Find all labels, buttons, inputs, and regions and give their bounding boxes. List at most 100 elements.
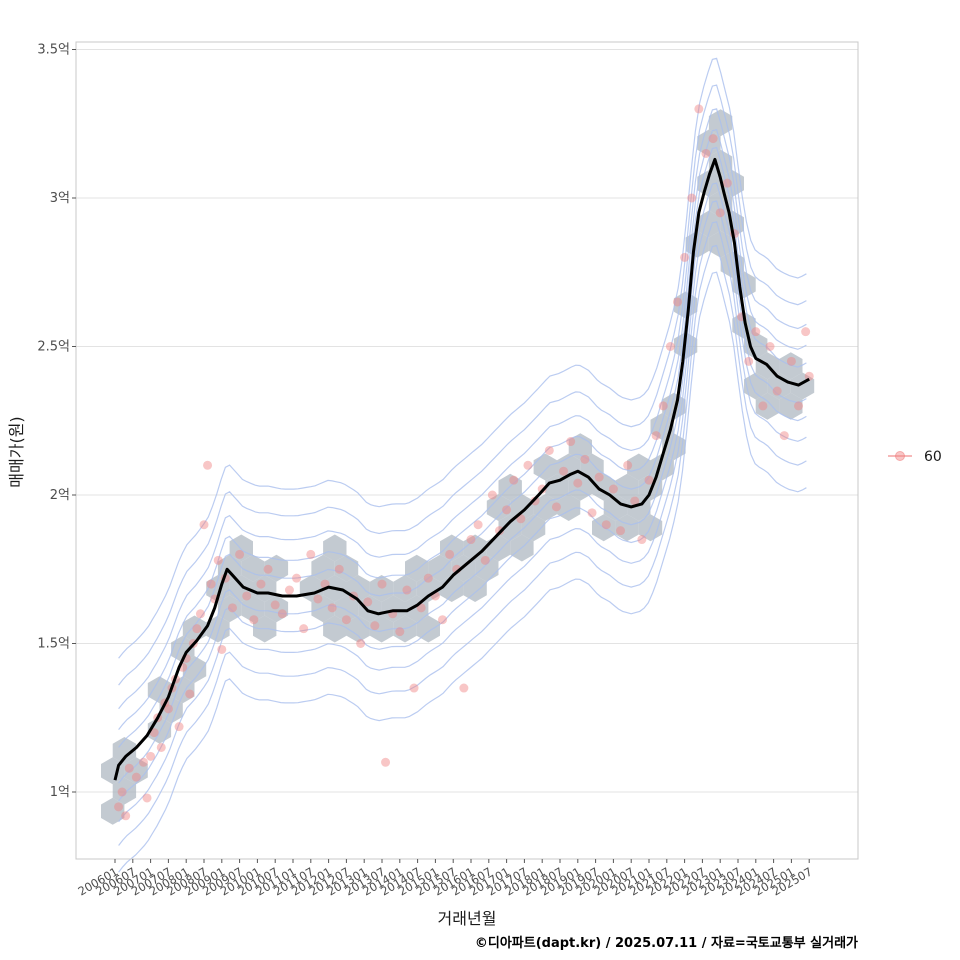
data-point-41 <box>313 594 323 604</box>
data-point-79 <box>580 454 590 464</box>
hexbin-72 <box>416 575 440 602</box>
contour-line-8 <box>118 84 807 686</box>
contour-line-2 <box>118 221 807 823</box>
data-point-110 <box>801 327 811 337</box>
data-point-27 <box>217 644 227 654</box>
data-point-88 <box>644 475 654 485</box>
data-point-78 <box>573 478 583 488</box>
data-point-103 <box>751 327 761 337</box>
data-point-0 <box>114 802 124 812</box>
hexbin-100 <box>112 777 137 805</box>
data-point-20 <box>192 624 202 634</box>
hexbin-52 <box>463 534 487 562</box>
caption: ©디아파트(dapt.kr) / 2025.07.11 / 자료=국토교통부 실… <box>475 935 858 951</box>
hexbin-51 <box>440 534 464 562</box>
contour-line-9 <box>118 57 807 659</box>
hexbin-17 <box>779 352 803 380</box>
data-point-93 <box>680 252 690 262</box>
hexbin-36 <box>615 473 639 501</box>
data-point-91 <box>665 342 675 351</box>
data-point-111 <box>804 371 814 381</box>
contour-line-1 <box>118 244 807 846</box>
legend-point-key <box>895 451 905 461</box>
data-point-15 <box>174 722 184 732</box>
data-point-60 <box>445 549 455 559</box>
data-point-2 <box>121 811 131 821</box>
y-tick-label-4: 3억 <box>50 191 70 206</box>
hexbin-65 <box>229 575 253 602</box>
data-point-35 <box>270 600 280 610</box>
data-point-32 <box>249 615 259 625</box>
data-point-65 <box>480 555 490 565</box>
hexbin-88 <box>369 615 394 643</box>
data-point-31 <box>242 591 252 601</box>
hexbin-23 <box>779 392 803 420</box>
data-point-36 <box>277 609 287 619</box>
hexbin-71 <box>393 575 417 602</box>
data-point-62 <box>459 683 469 693</box>
hexbin-94 <box>171 676 195 704</box>
hexbin-30 <box>627 453 651 481</box>
data-point-51 <box>381 757 391 767</box>
contour-line-7 <box>118 108 807 710</box>
hexbin-57 <box>264 554 289 582</box>
data-point-38 <box>292 573 302 583</box>
y-tick-label-5: 3.5억 <box>37 43 70 58</box>
hexbin-93 <box>147 676 172 704</box>
data-point-81 <box>594 472 604 482</box>
data-point-8 <box>149 728 159 738</box>
hexbin-87 <box>346 615 370 643</box>
contour-line-3 <box>118 200 807 802</box>
y-axis-title: 매매가(원) <box>7 416 26 487</box>
data-point-40 <box>306 549 316 559</box>
data-point-94 <box>687 193 697 203</box>
data-point-22 <box>199 520 209 530</box>
data-point-99 <box>722 178 732 188</box>
data-point-108 <box>786 356 796 366</box>
data-point-53 <box>395 627 405 637</box>
data-point-84 <box>616 526 626 536</box>
hexbin-97 <box>112 737 137 764</box>
data-point-10 <box>156 742 166 752</box>
data-point-80 <box>587 508 597 518</box>
hexbin-78 <box>311 595 335 623</box>
x-axis-title: 거래년월 <box>438 909 497 928</box>
data-point-1 <box>117 787 127 797</box>
hexbin-50 <box>323 534 347 562</box>
data-point-5 <box>138 757 148 767</box>
hexbin-86 <box>323 615 347 643</box>
data-point-24 <box>206 579 216 589</box>
data-point-95 <box>694 104 704 114</box>
data-point-26 <box>213 555 223 565</box>
data-point-59 <box>438 615 448 625</box>
data-point-106 <box>772 386 782 396</box>
hexbin-80 <box>358 595 382 623</box>
data-point-3 <box>124 763 134 773</box>
data-point-18 <box>185 689 195 699</box>
hexbin-58 <box>311 554 335 582</box>
data-point-75 <box>551 502 561 512</box>
hexbin-29 <box>580 453 604 481</box>
data-point-82 <box>601 520 611 530</box>
data-point-63 <box>466 535 476 545</box>
y-tick-label-0: 1억 <box>50 785 70 800</box>
data-point-71 <box>523 460 533 470</box>
y-tick-label-1: 1.5억 <box>37 637 70 652</box>
data-point-68 <box>502 505 512 515</box>
data-point-37 <box>284 585 294 595</box>
data-point-104 <box>758 401 768 411</box>
data-point-66 <box>487 490 497 500</box>
data-point-43 <box>327 603 337 613</box>
hexbin-38 <box>486 494 511 521</box>
data-point-89 <box>651 431 661 441</box>
data-point-85 <box>623 460 633 470</box>
hexbin-77 <box>264 595 289 623</box>
data-point-45 <box>341 615 351 625</box>
data-point-33 <box>256 579 266 589</box>
data-point-47 <box>356 639 366 648</box>
contour-line-6 <box>118 128 807 730</box>
data-point-102 <box>744 356 754 366</box>
data-point-21 <box>195 609 205 619</box>
